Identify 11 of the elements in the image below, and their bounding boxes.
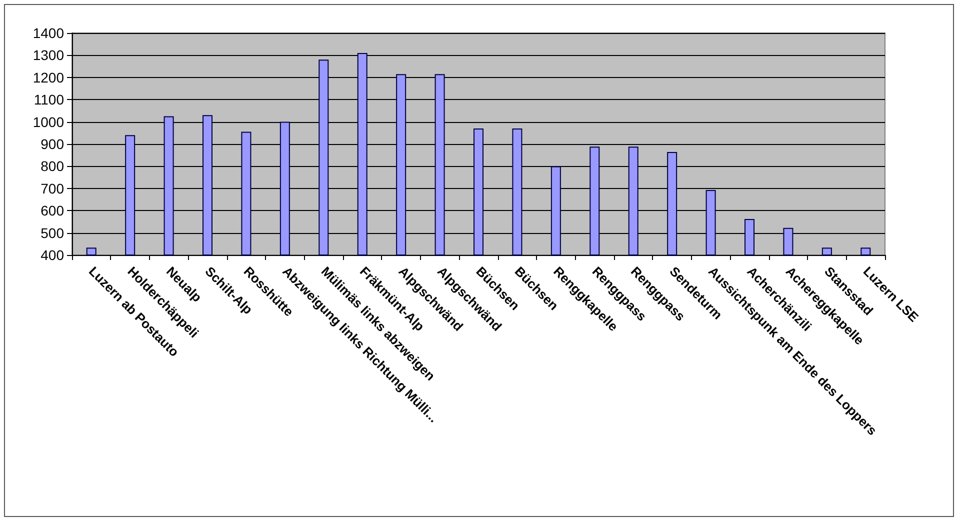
y-tick-label: 1200	[32, 69, 64, 86]
y-tick-label: 400	[40, 247, 64, 263]
y-tick-label: 900	[40, 136, 64, 152]
y-tick-label: 1400	[32, 25, 64, 41]
y-tick-label: 500	[40, 224, 64, 241]
y-tick-label: 1300	[32, 47, 64, 64]
y-tick-label: 700	[40, 180, 64, 196]
y-tick-label: 1000	[32, 114, 64, 130]
y-tick-label: 1100	[34, 92, 64, 108]
y-tick-label: 600	[40, 202, 64, 219]
y-tick-label: 800	[40, 158, 64, 174]
